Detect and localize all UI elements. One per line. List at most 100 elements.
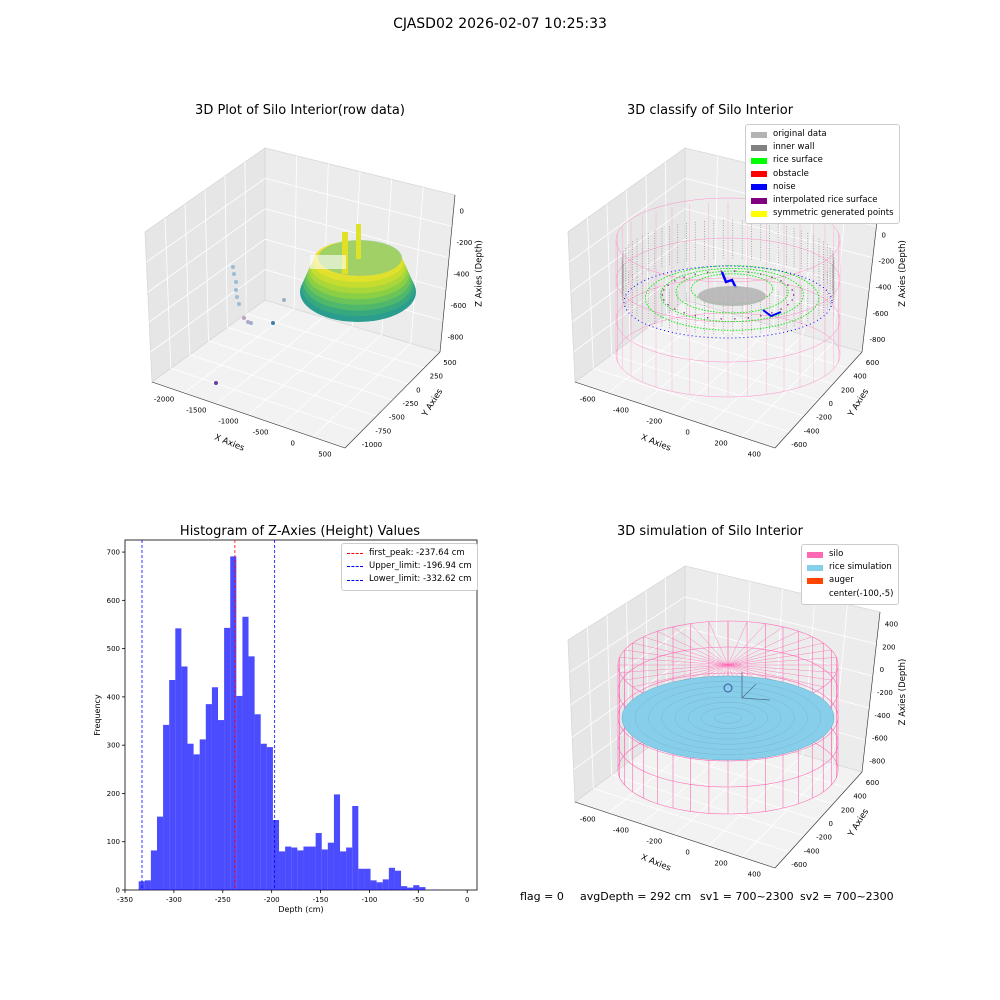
gridline	[606, 615, 613, 775]
gridline	[170, 367, 361, 433]
silo-ring	[615, 277, 841, 363]
silo-roof-wire	[727, 649, 832, 666]
status-avg-depth: avgDepth = 292 cm	[580, 890, 692, 903]
histogram-bar	[181, 666, 188, 890]
gridline	[684, 208, 873, 259]
histogram-bar	[303, 846, 310, 890]
legend-swatch	[751, 158, 767, 164]
histogram-bar	[370, 880, 377, 890]
silo-roof-wire	[727, 636, 813, 666]
z-tick-label: -400	[454, 271, 470, 279]
legend-entry: rice surface	[751, 154, 894, 167]
outlier-point	[249, 321, 253, 325]
rice-mesh-ring	[714, 712, 742, 724]
outlier-point	[232, 272, 236, 276]
interpolated-point	[747, 271, 749, 273]
x-tick-label: -300	[166, 896, 182, 904]
legend-swatch	[807, 551, 823, 558]
gridline	[587, 217, 594, 369]
y-tick-label: 250	[430, 373, 443, 381]
histogram-bar	[340, 851, 347, 890]
gridline	[293, 155, 298, 309]
histogram-bar	[248, 656, 255, 890]
y-tick-label: 600	[866, 359, 879, 367]
x-tick-label: -250	[215, 896, 231, 904]
interpolated-point	[674, 280, 676, 282]
histogram-bar	[364, 868, 371, 890]
z-axis-label: Z Axies (Depth)	[898, 659, 908, 726]
gridline	[148, 238, 266, 323]
histogram-bar	[205, 704, 212, 890]
interpolated-point	[791, 289, 793, 291]
classify-plot-title: 3D classify of Silo Interior	[626, 103, 794, 118]
legend-label: first_peak: -237.64 cm	[369, 548, 465, 558]
legend-entry: auger	[807, 574, 893, 587]
silo-roof-wire	[727, 664, 832, 681]
interpolated-point	[707, 271, 709, 273]
legend-entry: rice simulation	[807, 561, 893, 574]
y-tick-label: -400	[804, 427, 820, 435]
legend-swatch	[807, 591, 823, 597]
interpolated-point	[683, 312, 685, 314]
z-axis-label: Z Axies (Depth)	[475, 240, 485, 307]
z-tick-label: 0	[460, 208, 464, 216]
legend-label: center(-100,-5)	[829, 588, 894, 599]
rice-mesh-ring	[648, 686, 808, 750]
y-tick-label: 500	[443, 359, 456, 367]
silo-roof-wire	[708, 621, 729, 666]
legend-label: original data	[773, 129, 827, 139]
silo-roof-wire	[619, 657, 729, 666]
y-tick-label: 400	[853, 373, 866, 381]
legend-swatch	[807, 564, 823, 571]
interpolated-point	[720, 270, 722, 272]
interpolated-point	[760, 273, 762, 275]
z-tick-label: -400	[874, 712, 890, 720]
y-tick-label: -200	[816, 834, 832, 842]
legend-entry: center(-100,-5)	[807, 588, 893, 601]
z-tick-label: -600	[451, 302, 467, 310]
legend-entry: inner wall	[751, 141, 894, 154]
y-axis-line	[774, 771, 863, 869]
outlier-point	[214, 381, 218, 385]
status-flag: flag = 0	[520, 890, 564, 903]
z-tick-label: -800	[448, 333, 464, 341]
gridline	[410, 187, 424, 344]
outlier-point	[282, 298, 286, 302]
y-tick-label: -500	[389, 414, 405, 422]
silo-ring	[617, 672, 839, 762]
x-tick-label: 200	[714, 440, 727, 448]
y-tick-label: -200	[816, 414, 832, 422]
histogram-bar	[230, 556, 237, 890]
legend-swatch	[751, 210, 767, 217]
histogram-bar	[382, 879, 389, 890]
outlier-point	[271, 321, 275, 325]
legend-swatch	[751, 184, 767, 191]
silo-roof-wire	[632, 664, 729, 688]
histogram-bar	[242, 616, 249, 890]
y-tick-label: -400	[804, 847, 820, 855]
x-tick-label: -200	[646, 838, 662, 846]
histogram-bar	[193, 754, 200, 890]
z-tick-label: -800	[870, 336, 886, 344]
histogram-legend: first_peak: -237.64 cm Upper_limit: -196…	[341, 543, 478, 591]
x-axis-line	[574, 381, 776, 449]
histogram-bar	[376, 882, 383, 890]
histogram-bar	[309, 846, 316, 890]
histogram-bar	[352, 806, 359, 890]
y-tick-label: 300	[107, 742, 120, 750]
outlier-point	[242, 316, 246, 320]
legend-label: noise	[773, 181, 796, 192]
z-tick-label: -200	[877, 689, 893, 697]
silo-roof-wire	[727, 657, 837, 666]
x-tick-label: -400	[613, 407, 629, 415]
gridline	[184, 203, 191, 355]
x-tick-label: 200	[714, 860, 727, 868]
histogram-bar	[236, 695, 243, 890]
silo-ring	[615, 312, 841, 398]
x-tick-label: -400	[613, 827, 629, 835]
histogram-bar	[187, 743, 194, 890]
gridline	[606, 203, 613, 355]
simulation-3d-plot: -600-400-2000200400-600-400-200020040060…	[567, 565, 908, 879]
x-tick-label: -2000	[154, 396, 174, 404]
silo-roof-wire	[672, 626, 729, 666]
